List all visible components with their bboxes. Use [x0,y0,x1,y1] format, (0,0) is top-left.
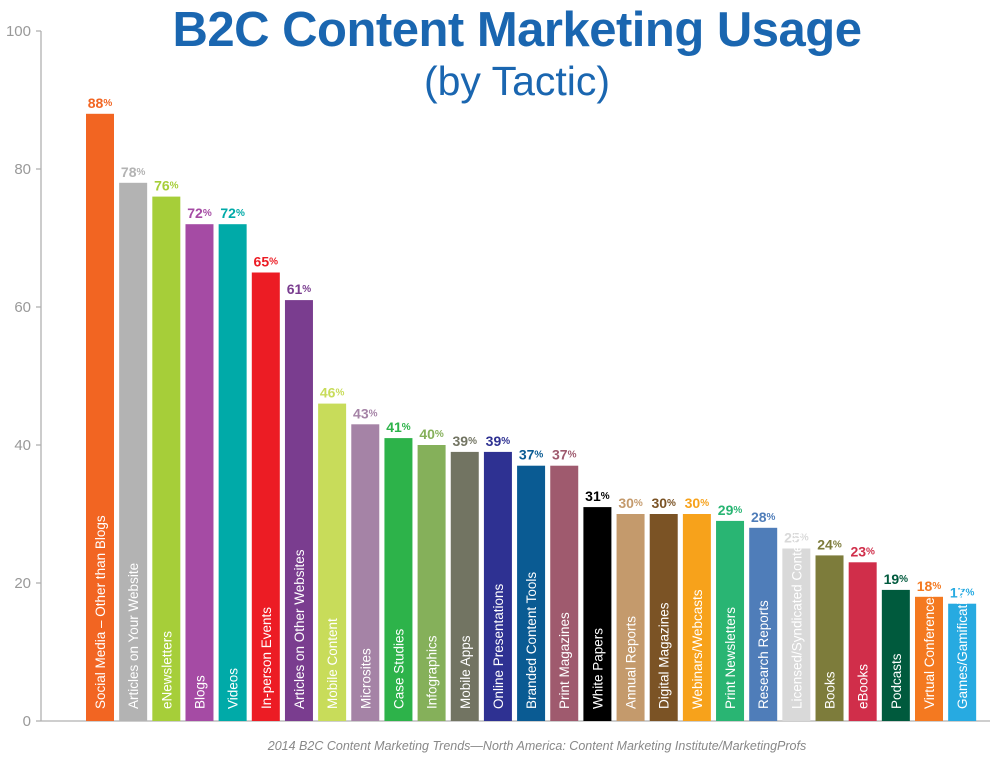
data-label: 39% [453,433,478,449]
y-tick-label: 80 [14,161,31,178]
data-label: 30% [618,495,643,511]
data-label: 18% [917,578,942,594]
data-label: 88% [88,95,113,111]
category-label: In-person Events [259,607,274,709]
bar [881,589,910,721]
data-label: 43% [353,405,378,421]
data-label: 24% [817,536,842,552]
bar-chart: 0 20 40 60 80 100 88% Social Media – Other tha… [6,23,990,730]
bar [649,514,678,721]
category-label: Books [823,671,838,709]
category-label: Digital Magazines [657,602,672,709]
bar [417,445,446,721]
source-note: 2014 B2C Content Marketing Trends—North … [267,739,807,753]
axes: 0 20 40 60 80 100 [6,23,990,730]
bar [185,224,214,721]
bar [583,507,612,721]
bar [848,562,877,721]
data-label: 30% [651,495,676,511]
bar [616,514,645,721]
data-label: 61% [287,281,312,297]
bar [318,403,347,721]
bars: 88% Social Media – Other than Blogs 78% Art… [86,95,977,722]
chart-subtitle: (by Tactic) [423,58,611,104]
data-label: 37% [519,447,544,463]
category-label: Case Studies [391,628,406,709]
y-tick-label: 40 [14,437,31,454]
bar [284,300,313,721]
category-label: Virtual Conferences [922,590,937,709]
bar [450,451,479,721]
data-label: 19% [884,571,909,587]
category-label: Mobile Apps [458,635,473,709]
bar [815,555,844,721]
category-label: eBooks [856,664,871,709]
category-label: Videos [226,668,241,709]
data-label: 41% [386,419,411,435]
bar [517,465,546,721]
data-label: 46% [320,385,345,401]
category-label: Online Presentations [491,583,506,709]
bar [716,520,745,721]
category-label: Mobile Content [325,618,340,709]
bar [152,196,181,722]
y-tick-label: 100 [6,23,31,40]
data-label: 65% [254,254,279,270]
data-label: 23% [850,543,875,559]
bar [948,603,977,721]
category-label: Branded Content Tools [524,572,539,709]
y-tick-label: 0 [23,713,31,730]
category-label: White Papers [590,628,605,709]
bar [483,451,512,721]
bar [119,182,148,722]
data-label: 29% [718,502,743,518]
category-label: Infographics [425,635,440,709]
category-label: Annual Reports [624,616,639,709]
data-label: 25% [784,530,809,546]
category-label: eNewsletters [159,631,174,709]
bar [218,224,247,721]
bar [251,272,280,721]
bar [682,514,711,721]
chart-title: B2C Content Marketing Usage [172,3,862,57]
category-label: Licensed/Syndicated Content [789,533,804,709]
category-label: Microsites [358,648,373,709]
data-label: 78% [121,164,146,180]
bar [86,113,114,722]
data-label: 72% [187,205,212,221]
bar [351,424,380,721]
data-label: 31% [585,488,610,504]
category-label: Print Newsletters [723,607,738,709]
y-tick-label: 60 [14,299,31,316]
category-label: Blogs [192,675,207,709]
bar [782,548,811,721]
category-label: Print Magazines [557,612,572,709]
y-tick-label: 20 [14,575,31,592]
bar [749,527,778,721]
data-label: 30% [685,495,710,511]
category-label: Podcasts [889,653,904,709]
category-label: Articles on Other Websites [292,549,307,709]
data-label: 37% [552,447,577,463]
category-label: Social Media – Other than Blogs [93,515,108,709]
data-label: 28% [751,509,776,525]
bar [550,465,579,721]
category-label: Research Reports [756,600,771,709]
data-label: 40% [419,426,444,442]
category-label: Webinars/Webcasts [690,589,705,709]
data-label: 39% [486,433,511,449]
data-label: 72% [220,205,245,221]
category-label: Games/Gamification [955,587,970,709]
bar [915,596,943,721]
bar [384,438,413,721]
category-label: Articles on Your Website [126,563,141,709]
data-label: 17% [950,585,975,601]
data-label: 76% [154,178,179,194]
